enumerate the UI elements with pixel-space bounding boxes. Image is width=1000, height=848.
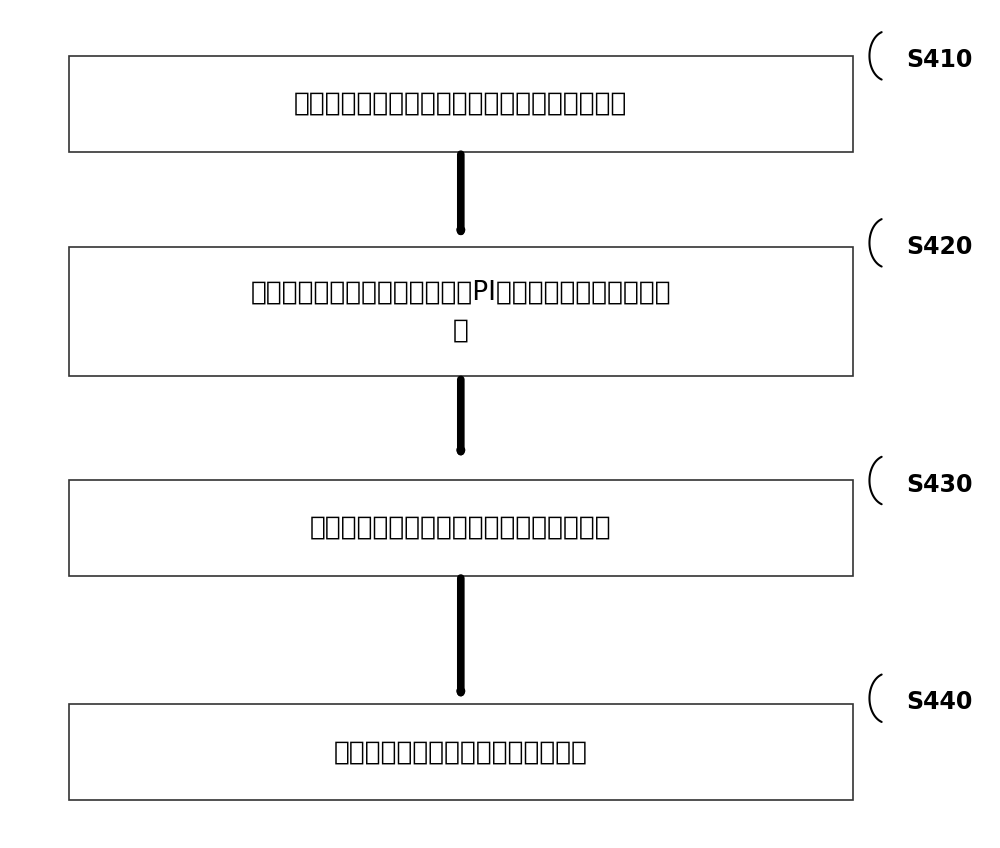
Text: 根据所述差值，通过比例积分（PI）调节，获得充电调节参
数: 根据所述差值，通过比例积分（PI）调节，获得充电调节参 数 [250,280,671,343]
FancyBboxPatch shape [69,248,853,377]
Text: 根据所述充电调节参数，确定当前充电参数: 根据所述充电调节参数，确定当前充电参数 [310,515,612,541]
Text: 获得所述温度反馈数据与所述温度期望值的差值: 获得所述温度反馈数据与所述温度期望值的差值 [294,91,627,117]
Text: S430: S430 [907,472,973,497]
Text: S410: S410 [907,48,973,72]
FancyBboxPatch shape [69,480,853,576]
Text: S420: S420 [907,235,973,259]
FancyBboxPatch shape [69,705,853,800]
Text: 根据所述当前充电参数进行无线充电: 根据所述当前充电参数进行无线充电 [334,739,588,765]
Text: S440: S440 [907,690,973,714]
FancyBboxPatch shape [69,56,853,152]
